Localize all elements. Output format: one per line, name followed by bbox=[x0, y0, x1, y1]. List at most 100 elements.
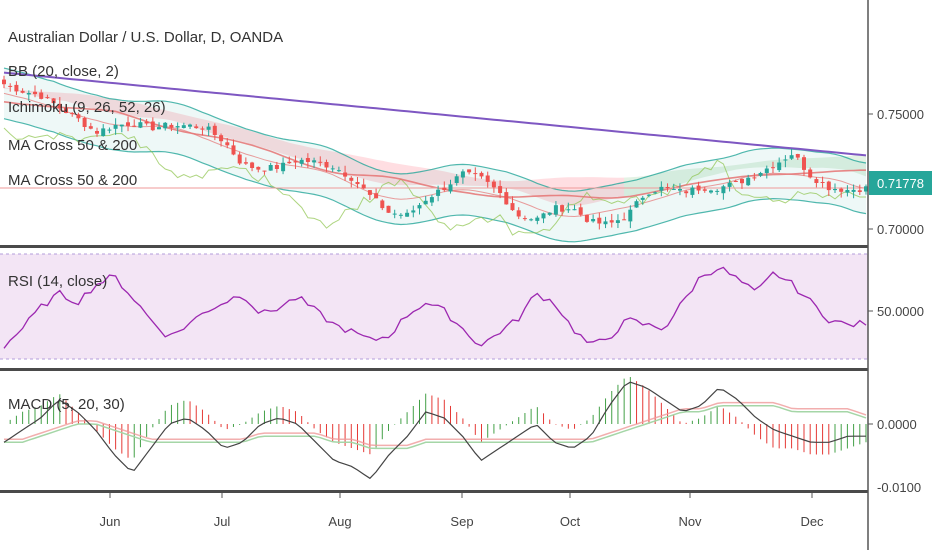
macd-y-tick-label: 0.0000 bbox=[877, 417, 917, 432]
candle-body bbox=[857, 190, 862, 192]
candle-body bbox=[783, 159, 788, 161]
pane-separator[interactable] bbox=[0, 368, 868, 371]
candle-body bbox=[318, 161, 323, 163]
macd-y-tick-label: -0.0100 bbox=[877, 480, 921, 495]
candle-body bbox=[771, 167, 775, 169]
candle-body bbox=[839, 188, 844, 192]
x-tick-label: Dec bbox=[800, 514, 824, 529]
candle-body bbox=[82, 118, 87, 127]
candle-body bbox=[733, 181, 738, 182]
candle-body bbox=[479, 172, 484, 177]
last-price-badge bbox=[869, 171, 932, 195]
candle-body bbox=[845, 190, 850, 193]
candle-body bbox=[640, 197, 645, 200]
x-tick-label: Aug bbox=[328, 514, 351, 529]
candle-body bbox=[417, 205, 422, 209]
candle-body bbox=[522, 218, 527, 220]
candle-body bbox=[132, 125, 137, 127]
y-tick-label: 0.70000 bbox=[877, 222, 924, 237]
candle-body bbox=[57, 103, 62, 109]
candle-body bbox=[256, 166, 261, 170]
candle-body bbox=[442, 187, 447, 191]
candle-body bbox=[138, 122, 143, 128]
candle-body bbox=[740, 178, 744, 184]
pane-separator[interactable] bbox=[0, 490, 868, 493]
candle-body bbox=[144, 121, 149, 124]
candle-body bbox=[603, 221, 608, 225]
candle-body bbox=[330, 168, 335, 170]
candle-body bbox=[231, 145, 236, 155]
candle-body bbox=[293, 161, 298, 163]
candle-body bbox=[33, 91, 37, 95]
x-tick-label: Oct bbox=[560, 514, 581, 529]
candle-body bbox=[343, 172, 348, 177]
candle-body bbox=[39, 92, 44, 99]
indicator-label-ma-cross[interactable]: MA Cross 50 & 200 bbox=[8, 137, 138, 154]
rsi-label[interactable]: RSI (14, close) bbox=[8, 273, 108, 290]
candle-body bbox=[113, 124, 118, 129]
candle-body bbox=[206, 126, 211, 130]
candle-body bbox=[157, 127, 161, 130]
candle-body bbox=[553, 205, 558, 215]
time-axis[interactable]: Jun Jul Aug Sep Oct Nov Dec bbox=[100, 493, 825, 529]
candle-body bbox=[119, 124, 124, 127]
candle-body bbox=[150, 121, 155, 131]
indicator-label-ma-cross[interactable]: MA Cross 50 & 200 bbox=[8, 172, 138, 189]
candle-body bbox=[70, 113, 75, 115]
candle-body bbox=[678, 189, 682, 191]
rsi-band bbox=[0, 254, 868, 359]
candle-body bbox=[200, 128, 205, 130]
candle-body bbox=[188, 124, 192, 127]
candle-body bbox=[709, 190, 713, 193]
candle-body bbox=[491, 181, 496, 188]
candle-body bbox=[634, 201, 639, 208]
macd-label[interactable]: MACD (5, 20, 30) bbox=[8, 396, 125, 413]
indicator-label-bb[interactable]: BB (20, close, 2) bbox=[8, 63, 119, 80]
pane-separator[interactable] bbox=[0, 245, 868, 248]
candle-body bbox=[454, 176, 459, 183]
ichimoku-cloud-bearish bbox=[4, 87, 625, 207]
candle-body bbox=[473, 173, 478, 175]
candle-body bbox=[628, 209, 633, 222]
indicator-label-ichimoku[interactable]: Ichimoku (9, 26, 52, 26) bbox=[8, 99, 166, 116]
candle-body bbox=[826, 181, 831, 191]
candle-body bbox=[752, 177, 757, 179]
candle-body bbox=[398, 214, 403, 216]
candle-body bbox=[467, 169, 472, 173]
macd-pane[interactable] bbox=[3, 377, 867, 480]
candle-body bbox=[374, 193, 379, 199]
candle-body bbox=[802, 157, 806, 170]
last-price-label: 0.71778 bbox=[877, 176, 924, 191]
candle-body bbox=[572, 209, 577, 211]
candle-body bbox=[88, 126, 93, 129]
candle-body bbox=[721, 186, 726, 194]
candle-body bbox=[76, 114, 81, 119]
candle-body bbox=[45, 97, 50, 99]
candle-body bbox=[2, 79, 6, 85]
candle-body bbox=[336, 170, 341, 172]
candle-body bbox=[535, 217, 540, 221]
price-pane[interactable] bbox=[0, 67, 868, 243]
candle-body bbox=[250, 162, 255, 168]
candle-body bbox=[312, 160, 317, 163]
candle-body bbox=[281, 162, 286, 172]
candle-body bbox=[268, 165, 273, 171]
candle-body bbox=[547, 212, 552, 215]
candle-body bbox=[26, 93, 31, 95]
candle-body bbox=[287, 161, 292, 164]
candle-body bbox=[386, 205, 391, 213]
candle-body bbox=[219, 135, 224, 142]
candle-body bbox=[702, 189, 707, 191]
candle-body bbox=[324, 162, 329, 168]
x-tick-label: Sep bbox=[450, 514, 473, 529]
candle-body bbox=[777, 162, 782, 171]
candle-body bbox=[95, 131, 99, 134]
rsi-pane[interactable] bbox=[3, 266, 867, 349]
candle-body bbox=[764, 168, 769, 173]
candle-body bbox=[163, 122, 168, 129]
candle-body bbox=[405, 212, 410, 217]
candle-body bbox=[460, 171, 465, 178]
candle-body bbox=[864, 186, 868, 192]
macd-signal-line bbox=[4, 401, 867, 447]
